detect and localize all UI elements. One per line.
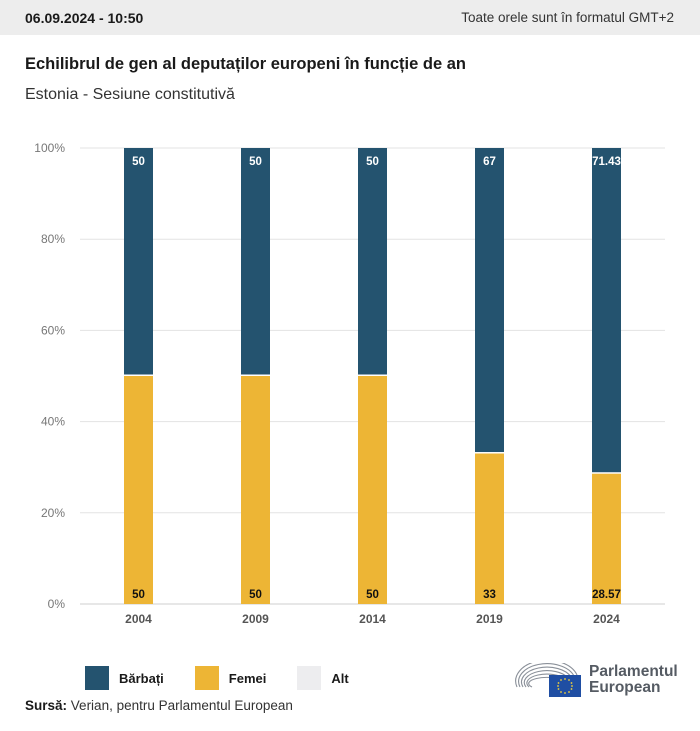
x-tick-label: 2019 bbox=[476, 612, 503, 626]
timezone-note: Toate orele sunt în formatul GMT+2 bbox=[461, 10, 674, 25]
x-tick-label: 2009 bbox=[242, 612, 269, 626]
source-text: Verian, pentru Parlamentul European bbox=[70, 698, 293, 713]
bar-women-2014 bbox=[358, 376, 387, 604]
hemicycle-flag-icon bbox=[515, 663, 581, 697]
legend-swatch-other bbox=[297, 666, 322, 690]
bar-women-2004 bbox=[124, 376, 153, 604]
data-label-women: 28.57 bbox=[592, 589, 621, 601]
x-axis-ticks: 2004 2009 2014 2019 2024 bbox=[125, 612, 620, 626]
y-tick-label: 20% bbox=[41, 506, 65, 520]
stacked-bar-chart: 0% 20% 40% 60% 80% 100% 50 50 50 50 50 50 67 33 71.43… bbox=[34, 141, 665, 626]
data-label-men: 71.43 bbox=[592, 156, 621, 168]
data-labels: 50 50 50 50 50 50 67 33 71.43 28.57 bbox=[132, 156, 621, 601]
legend-label: Bărbați bbox=[119, 670, 164, 686]
data-label-women: 50 bbox=[366, 589, 379, 601]
data-label-men: 50 bbox=[366, 156, 379, 168]
top-bar: 06.09.2024 - 10:50 Toate orele sunt în f… bbox=[0, 0, 700, 35]
logo-text: Parlamentul European bbox=[589, 664, 678, 696]
data-label-women: 50 bbox=[249, 589, 262, 601]
x-tick-label: 2004 bbox=[125, 612, 152, 626]
x-tick-label: 2024 bbox=[593, 612, 620, 626]
chart-title: Echilibrul de gen al deputaților europen… bbox=[25, 55, 466, 73]
y-tick-label: 60% bbox=[41, 323, 65, 337]
datetime: 06.09.2024 - 10:50 bbox=[25, 9, 144, 26]
bar-women-2009 bbox=[241, 376, 270, 604]
data-label-men: 50 bbox=[132, 156, 145, 168]
bar-men-2014 bbox=[358, 148, 387, 375]
source-note: Sursă: Verian, pentru Parlamentul Europe… bbox=[25, 698, 293, 713]
european-parliament-logo: Parlamentul European bbox=[515, 663, 678, 697]
data-label-men: 50 bbox=[249, 156, 262, 168]
legend-item-other[interactable]: Alt bbox=[297, 666, 349, 690]
bar-men-2019 bbox=[475, 148, 504, 453]
legend: Bărbați Femei Alt bbox=[85, 666, 380, 690]
bars bbox=[124, 148, 621, 604]
y-tick-label: 100% bbox=[34, 141, 65, 155]
data-label-women: 33 bbox=[483, 589, 496, 601]
x-tick-label: 2014 bbox=[359, 612, 386, 626]
source-label: Sursă: bbox=[25, 698, 68, 713]
y-axis-ticks: 0% 20% 40% 60% 80% 100% bbox=[34, 141, 65, 611]
logo-line1: Parlamentul bbox=[589, 663, 678, 680]
legend-swatch-men bbox=[85, 666, 109, 690]
data-label-men: 67 bbox=[483, 156, 496, 168]
data-label-women: 50 bbox=[132, 589, 145, 601]
legend-item-women[interactable]: Femei bbox=[194, 666, 267, 690]
bar-men-2024 bbox=[592, 148, 621, 473]
bar-women-2024 bbox=[592, 473, 621, 604]
legend-label: Femei bbox=[228, 670, 267, 686]
legend-swatch-women bbox=[194, 666, 219, 690]
bar-men-2004 bbox=[124, 148, 153, 375]
legend-item-men[interactable]: Bărbați bbox=[85, 666, 164, 690]
chart-subtitle: Estonia - Sesiune constitutivă bbox=[25, 86, 235, 103]
logo-line2: European bbox=[589, 679, 661, 696]
bar-men-2009 bbox=[241, 148, 270, 375]
y-tick-label: 40% bbox=[41, 415, 65, 429]
y-tick-label: 0% bbox=[48, 597, 66, 611]
bar-women-2019 bbox=[475, 453, 504, 604]
legend-label: Alt bbox=[331, 670, 349, 686]
y-tick-label: 80% bbox=[41, 232, 65, 246]
